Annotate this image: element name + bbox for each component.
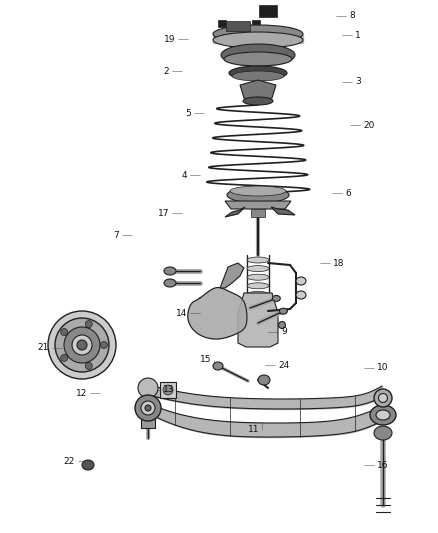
Ellipse shape bbox=[279, 308, 287, 314]
Ellipse shape bbox=[279, 321, 286, 328]
Ellipse shape bbox=[227, 187, 289, 203]
Text: 12: 12 bbox=[76, 389, 87, 398]
Ellipse shape bbox=[224, 52, 292, 66]
Ellipse shape bbox=[145, 405, 151, 411]
Text: 19: 19 bbox=[163, 35, 175, 44]
Ellipse shape bbox=[213, 25, 303, 43]
Text: 7: 7 bbox=[113, 230, 119, 239]
Ellipse shape bbox=[374, 426, 392, 440]
Polygon shape bbox=[225, 201, 291, 209]
Text: 13: 13 bbox=[163, 385, 174, 394]
Ellipse shape bbox=[135, 395, 161, 421]
Polygon shape bbox=[188, 287, 247, 339]
Text: 14: 14 bbox=[176, 309, 187, 318]
Ellipse shape bbox=[247, 265, 269, 272]
Ellipse shape bbox=[370, 405, 396, 425]
Text: 10: 10 bbox=[377, 364, 389, 373]
Ellipse shape bbox=[138, 378, 158, 398]
Text: 17: 17 bbox=[158, 208, 169, 217]
Ellipse shape bbox=[55, 318, 109, 372]
Ellipse shape bbox=[296, 291, 306, 299]
Ellipse shape bbox=[258, 375, 270, 385]
Bar bbox=[218, 20, 226, 27]
Ellipse shape bbox=[296, 277, 306, 285]
Ellipse shape bbox=[221, 44, 295, 66]
Ellipse shape bbox=[374, 389, 392, 407]
Ellipse shape bbox=[85, 362, 92, 369]
Ellipse shape bbox=[247, 274, 269, 280]
Polygon shape bbox=[220, 263, 244, 288]
Text: 21: 21 bbox=[38, 343, 49, 352]
Ellipse shape bbox=[164, 267, 176, 275]
Ellipse shape bbox=[247, 257, 269, 263]
Ellipse shape bbox=[230, 186, 286, 196]
Ellipse shape bbox=[61, 354, 68, 361]
Ellipse shape bbox=[163, 385, 173, 395]
Ellipse shape bbox=[272, 295, 280, 302]
Ellipse shape bbox=[213, 362, 223, 370]
Ellipse shape bbox=[82, 460, 94, 470]
Text: 5: 5 bbox=[185, 109, 191, 117]
Text: 6: 6 bbox=[345, 189, 351, 198]
Polygon shape bbox=[271, 207, 295, 215]
Text: 15: 15 bbox=[199, 356, 211, 365]
Text: 18: 18 bbox=[333, 259, 345, 268]
Bar bbox=[251, 209, 265, 217]
Ellipse shape bbox=[72, 335, 92, 355]
Ellipse shape bbox=[48, 311, 116, 379]
Text: 22: 22 bbox=[64, 456, 75, 465]
Text: 16: 16 bbox=[377, 461, 389, 470]
Ellipse shape bbox=[61, 328, 68, 336]
Bar bbox=[141, 418, 155, 428]
Polygon shape bbox=[238, 293, 278, 347]
Ellipse shape bbox=[247, 283, 269, 289]
Polygon shape bbox=[240, 80, 276, 101]
Ellipse shape bbox=[77, 340, 87, 350]
Text: 9: 9 bbox=[281, 327, 287, 336]
Text: 8: 8 bbox=[349, 12, 355, 20]
Ellipse shape bbox=[376, 410, 390, 420]
Ellipse shape bbox=[213, 32, 303, 48]
Ellipse shape bbox=[229, 66, 287, 80]
Text: 4: 4 bbox=[181, 171, 187, 180]
Bar bbox=[226, 21, 250, 31]
Text: 11: 11 bbox=[247, 425, 259, 434]
Ellipse shape bbox=[164, 279, 176, 287]
Ellipse shape bbox=[247, 292, 269, 297]
Polygon shape bbox=[225, 207, 245, 217]
Bar bbox=[259, 5, 277, 17]
Text: 20: 20 bbox=[363, 120, 374, 130]
Ellipse shape bbox=[378, 393, 388, 402]
Ellipse shape bbox=[64, 327, 100, 363]
Ellipse shape bbox=[232, 71, 284, 81]
Text: 24: 24 bbox=[278, 360, 289, 369]
Bar bbox=[160, 382, 176, 398]
Text: 1: 1 bbox=[355, 30, 361, 39]
Ellipse shape bbox=[243, 97, 273, 105]
Ellipse shape bbox=[100, 342, 107, 349]
Ellipse shape bbox=[247, 300, 269, 306]
Ellipse shape bbox=[85, 320, 92, 328]
Ellipse shape bbox=[141, 401, 155, 415]
Bar bbox=[252, 20, 260, 27]
Text: 3: 3 bbox=[355, 77, 361, 86]
Text: 2: 2 bbox=[163, 67, 169, 76]
